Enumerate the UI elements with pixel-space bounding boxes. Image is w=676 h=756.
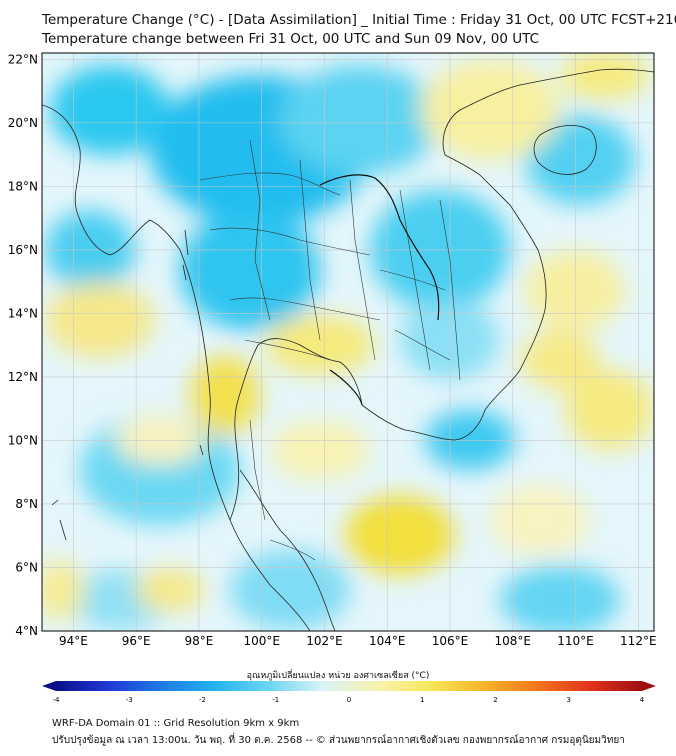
colorbar-max-arrow [642,681,656,691]
cool-blob [425,410,515,470]
lon-tick-label: 94°E [59,634,88,648]
national-border [319,174,440,321]
colorbar-gradient [56,681,642,691]
lon-tick-label: 106°E [432,634,469,648]
national-border [329,369,363,406]
lat-tick-label: 14°N [8,306,38,320]
colorbar-tick-label: 4 [640,696,645,704]
cambodia-vietnam-coast [361,109,547,441]
lon-tick-label: 98°E [184,634,213,648]
lon-tick-label: 96°E [122,634,151,648]
lat-tick-label: 18°N [8,179,38,193]
province-borders [199,139,461,561]
lat-tick-label: 22°N [8,52,38,66]
longitude-labels: 94°E 96°E 98°E 100°E 102°E 104°E 106°E 108°E 110… [59,634,657,648]
south-china-coast [459,68,654,111]
colorbar-min-arrow [42,681,56,691]
warm-blob [135,568,205,612]
lat-tick-label: 10°N [8,433,38,447]
colorbar-tick-label: 0 [347,696,351,704]
lat-tick-label: 6°N [15,560,38,574]
footer-update-info: ปรับปรุงข้อมูล ณ เวลา 13:00น. วัน พฤ. ที… [52,735,625,746]
lon-tick-label: 110°E [557,634,594,648]
lon-tick-label: 102°E [306,634,343,648]
cool-blob [230,550,350,630]
warm-blob [265,315,375,375]
cool-blob [50,65,170,155]
lon-tick-label: 108°E [495,634,532,648]
warm-blob [420,60,560,160]
lat-tick-label: 4°N [15,624,38,638]
colorbar-tick-label: -4 [53,696,61,704]
warm-blob [490,485,590,555]
warm-blob [345,495,455,575]
warm-blob [525,250,625,330]
warm-blob [42,560,85,620]
warm-blob [190,355,260,435]
footer-model-info: WRF-DA Domain 01 :: Grid Resolution 9km … [52,718,300,729]
sri-island [59,519,67,541]
cool-blob [525,115,635,205]
malay-peninsula-west [229,519,311,631]
cool-blob [500,565,620,631]
warm-blob [45,282,155,358]
warm-blob [560,53,650,100]
colorbar-tick-label: -1 [272,696,279,704]
coastlines-and-borders [42,68,654,631]
cool-blob [180,210,320,330]
warm-blob [565,370,654,450]
map-subtitle: Temperature change between Fri 31 Oct, 0… [42,31,540,47]
colorbar-tick-label: 3 [567,696,571,704]
lat-tick-label: 16°N [8,243,38,257]
warm-blob [115,415,205,465]
lat-tick-label: 12°N [8,370,38,384]
colorbar: -4 -3 -2 -1 0 1 2 3 4 [42,681,656,704]
warm-blob [520,330,600,390]
map-plot-area: 22°N 20°N 18°N 16°N 14°N 12°N 10°N 8°N 6°N 4°N 94… [8,52,657,648]
plot-frame [41,52,655,632]
nicobar-islands [51,444,204,506]
latitude-labels: 22°N 20°N 18°N 16°N 14°N 12°N 10°N 8°N 6°N 4°N [8,52,38,638]
lat-tick-label: 8°N [15,497,38,511]
map-title: Temperature Change (°C) - [Data Assimila… [42,12,676,28]
colorbar-label: อุณหภูมิเปลี่ยนแปลง หน่วย องศาเซลเซียส (… [246,671,430,681]
lon-tick-label: 100°E [243,634,280,648]
warm-blob [270,420,370,480]
cool-blob [280,65,440,175]
lat-tick-label: 20°N [8,116,38,130]
lon-tick-label: 104°E [369,634,406,648]
hainan-island [533,125,597,175]
colorbar-tick-label: -2 [199,696,206,704]
colorbar-tick-label: -3 [126,696,133,704]
gulf-of-thailand-coast [229,338,363,521]
graticule [42,53,654,631]
lon-tick-label: 112°E [620,634,657,648]
colorbar-tick-label: 2 [493,696,497,704]
colorbar-ticks: -4 -3 -2 -1 0 1 2 3 4 [53,696,645,704]
myanmar-coastline [42,104,231,521]
andaman-islands [182,229,189,281]
colorbar-tick-label: 1 [420,696,424,704]
